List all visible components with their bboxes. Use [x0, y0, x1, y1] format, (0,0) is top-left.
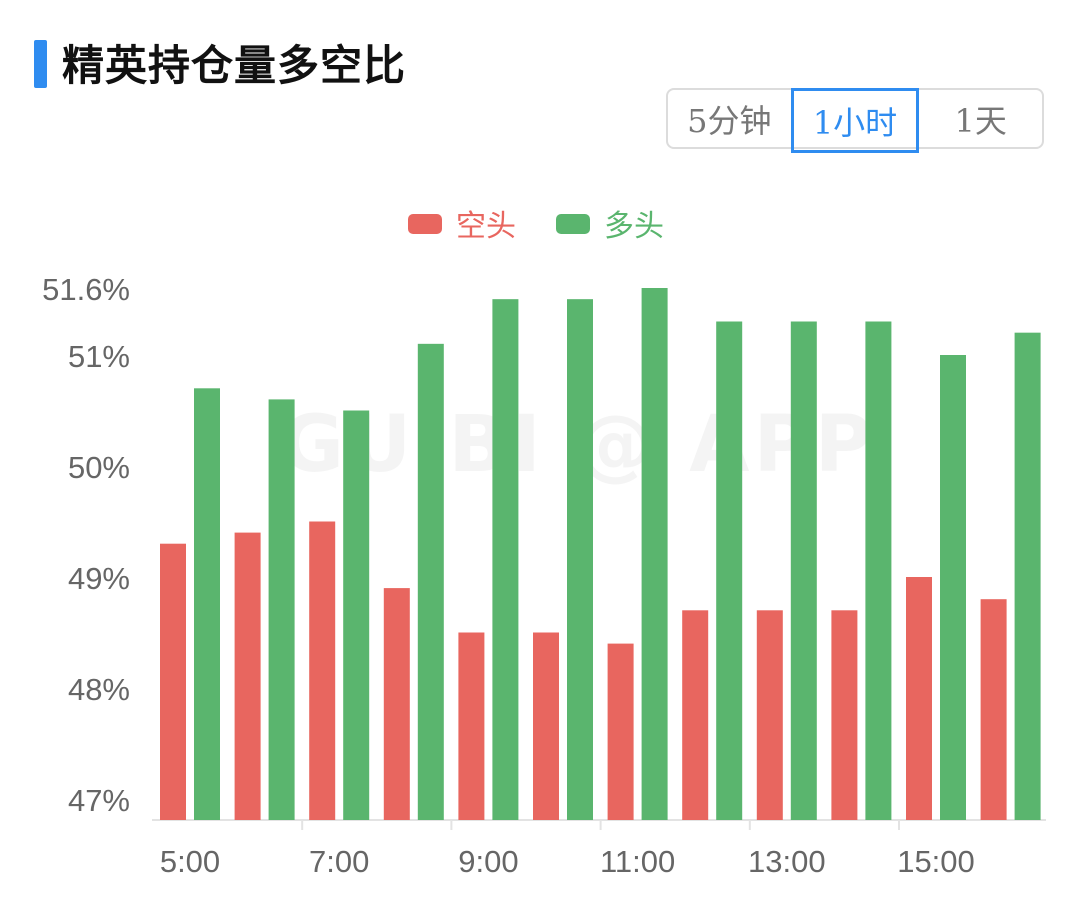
long-bar: [194, 388, 220, 820]
y-tick-label: 50%: [68, 450, 130, 485]
x-tick-label: 11:00: [600, 844, 675, 879]
long-bar: [492, 299, 519, 821]
long-bar: [790, 321, 817, 820]
long-bar: [1014, 332, 1041, 820]
legend-label: 多头: [604, 209, 664, 244]
tab-1day[interactable]: 1天: [954, 101, 1007, 140]
legend-swatch: [408, 214, 442, 234]
long-bar: [940, 355, 966, 820]
short-bar: [906, 577, 932, 820]
long-bar: [641, 288, 668, 820]
long-bar: [268, 399, 295, 820]
short-bar: [234, 532, 261, 820]
long-bar: [343, 410, 370, 820]
page-title: 精英持仓量多空比: [62, 41, 407, 90]
x-tick-label: 5:00: [160, 844, 220, 879]
long-bar: [716, 321, 743, 820]
title-accent-bar: [34, 40, 47, 88]
x-tick-label: 7:00: [309, 844, 369, 879]
y-tick-label: 49%: [68, 561, 130, 596]
long-bar: [417, 343, 444, 820]
y-tick-label: 51.6%: [42, 272, 130, 307]
short-bar: [533, 632, 559, 820]
short-bar: [458, 632, 485, 820]
x-tick-label: 15:00: [897, 844, 975, 879]
x-tick-label: 9:00: [458, 844, 518, 879]
legend-swatch: [556, 214, 590, 234]
interval-tabs: 5分钟 1小时 1天: [666, 88, 1044, 153]
short-bar: [682, 610, 709, 820]
y-tick-label: 48%: [68, 672, 130, 707]
x-tick-label: 13:00: [748, 844, 826, 879]
short-bar: [607, 643, 634, 820]
long-bar: [567, 299, 593, 821]
y-tick-label: 51%: [68, 339, 130, 374]
y-tick-label: 47%: [68, 783, 130, 818]
short-bar: [756, 610, 783, 820]
short-bar: [160, 543, 186, 820]
legend-label: 空头: [456, 209, 516, 244]
short-bar: [383, 588, 410, 820]
tab-1hour[interactable]: 1小时: [790, 88, 920, 153]
short-bar: [309, 521, 336, 820]
short-bar: [980, 599, 1007, 820]
tab-5min[interactable]: 5分钟: [687, 101, 772, 140]
long-bar: [865, 321, 892, 820]
short-bar: [831, 610, 858, 820]
